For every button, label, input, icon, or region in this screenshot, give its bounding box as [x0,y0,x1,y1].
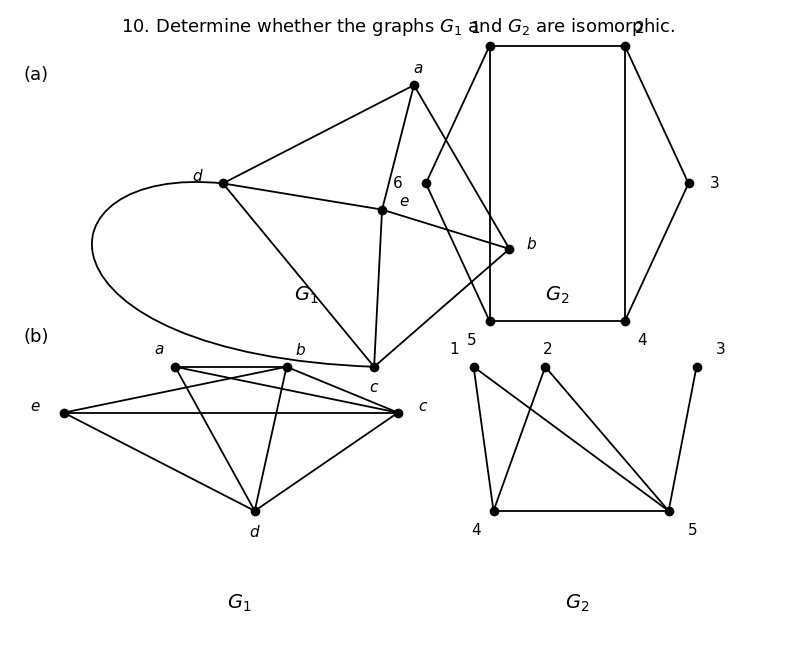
Text: 10. Determine whether the graphs $G_1$ and $G_2$ are isomorphic.: 10. Determine whether the graphs $G_1$ a… [121,16,675,39]
Text: $\mathit{b}$: $\mathit{b}$ [295,342,306,358]
Text: 4: 4 [638,333,647,348]
Text: 1: 1 [470,22,480,36]
Text: 5: 5 [467,333,477,348]
Text: $\mathit{d}$: $\mathit{d}$ [249,524,260,540]
Text: $G_2$: $G_2$ [565,593,589,614]
Text: $\mathit{d}$: $\mathit{d}$ [192,168,203,183]
Text: $\mathit{e}$: $\mathit{e}$ [399,195,410,209]
Text: $\mathit{c}$: $\mathit{c}$ [369,381,379,395]
Text: 6: 6 [393,176,403,191]
Text: 2: 2 [543,343,552,357]
Text: (b): (b) [24,328,49,345]
Text: $\mathit{b}$: $\mathit{b}$ [526,236,537,252]
Text: (a): (a) [24,66,49,83]
Text: $G_1$: $G_1$ [295,285,318,307]
Text: $G_1$: $G_1$ [227,593,251,614]
Text: 1: 1 [449,343,458,357]
Text: $G_2$: $G_2$ [545,285,569,307]
Text: 3: 3 [710,176,720,191]
Text: 4: 4 [471,523,481,538]
Text: 3: 3 [716,343,725,357]
Text: 2: 2 [634,22,644,36]
Text: $\mathit{e}$: $\mathit{e}$ [30,399,41,413]
Text: $\mathit{a}$: $\mathit{a}$ [154,343,164,357]
Text: $\mathit{c}$: $\mathit{c}$ [419,399,428,413]
Text: 5: 5 [688,523,697,538]
Text: $\mathit{a}$: $\mathit{a}$ [413,61,423,75]
